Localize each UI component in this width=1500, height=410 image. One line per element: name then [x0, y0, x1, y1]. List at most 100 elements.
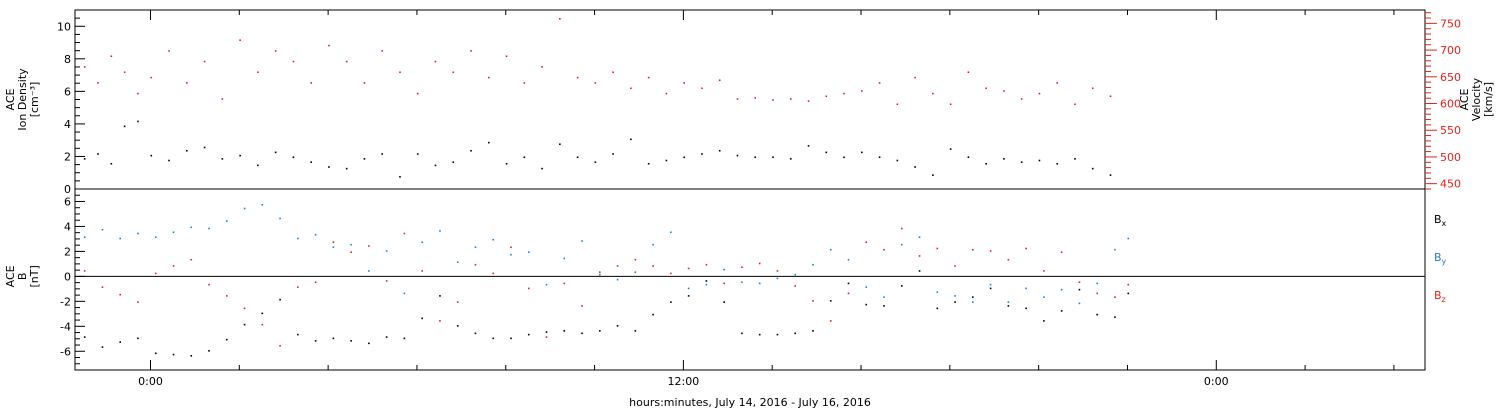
data-point: [736, 154, 739, 157]
velocity-axis-title: ACEVelocity[km/s]: [1458, 77, 1495, 121]
data-point: [123, 125, 126, 128]
data-point: [741, 332, 743, 335]
data-point: [1003, 90, 1005, 92]
field-axis-title-line: [nT]: [28, 265, 41, 287]
data-point: [239, 154, 241, 157]
data-point: [581, 305, 583, 307]
data-point: [616, 265, 619, 267]
y-right-tick-label: 700: [1440, 44, 1461, 57]
data-point: [683, 82, 685, 84]
data-point: [261, 203, 264, 206]
data-point: [829, 248, 832, 251]
data-point: [487, 76, 490, 79]
data-point: [1056, 82, 1059, 84]
data-point: [634, 258, 637, 261]
data-point: [368, 270, 370, 272]
data-point: [505, 55, 508, 58]
data-point: [847, 258, 850, 261]
data-point: [456, 261, 459, 263]
axis-labels: 0:00 12:00 0:00 0 2 4 6 8 10 450 500 550 600 650 700 75…: [4, 17, 1495, 388]
data-point: [83, 236, 86, 239]
data-point: [421, 270, 423, 272]
data-point: [652, 265, 654, 267]
data-point: [208, 350, 210, 352]
data-point: [594, 82, 597, 84]
legend-subscript: x: [1442, 219, 1447, 228]
data-point: [736, 98, 739, 100]
data-point: [439, 295, 441, 297]
field-axis-title-line: B: [16, 273, 29, 281]
data-point: [776, 270, 779, 272]
data-point: [456, 301, 459, 303]
data-point: [670, 301, 672, 303]
data-point: [936, 247, 939, 250]
data-point: [687, 287, 690, 290]
data-point: [647, 76, 650, 79]
data-point: [154, 272, 157, 275]
data-point: [705, 283, 708, 286]
plot-frame: [74, 9, 1426, 371]
data-point: [563, 330, 566, 332]
data-point: [576, 76, 579, 79]
data-point: [807, 100, 810, 102]
data-point: [399, 175, 401, 178]
data-point: [345, 167, 348, 170]
data-point: [1060, 310, 1063, 312]
data-point: [599, 273, 601, 276]
data-point: [403, 232, 406, 235]
data-point: [110, 162, 113, 165]
data-point: [1114, 248, 1116, 251]
y-left-tick-label: -6: [60, 345, 71, 358]
data-point: [203, 146, 206, 149]
data-point: [1109, 174, 1112, 176]
data-point: [563, 257, 566, 260]
data-point: [1025, 287, 1027, 290]
data-point: [914, 76, 916, 79]
data-point: [723, 301, 725, 303]
data-point: [83, 270, 86, 272]
data-point: [647, 162, 650, 165]
data-point: [1091, 87, 1094, 90]
data-point: [541, 66, 543, 68]
data-point: [789, 158, 792, 160]
data-point: [985, 162, 987, 165]
data-point: [1043, 320, 1045, 322]
data-point: [563, 282, 566, 285]
data-point: [883, 248, 885, 251]
data-point: [1074, 158, 1076, 160]
data-point: [456, 325, 459, 327]
data-point: [150, 76, 153, 79]
data-point: [452, 71, 455, 74]
data-point: [208, 227, 210, 230]
data-point: [239, 39, 241, 41]
data-point: [523, 156, 526, 159]
x-tick-label: 0:00: [138, 375, 163, 388]
data-point: [914, 166, 916, 168]
data-point: [332, 241, 335, 244]
data-point: [243, 323, 246, 326]
data-point: [794, 332, 797, 335]
data-point: [310, 161, 312, 163]
data-point: [1007, 258, 1010, 261]
data-point: [186, 149, 188, 152]
data-point: [967, 156, 970, 159]
data-point: [297, 237, 299, 240]
data-point: [332, 337, 335, 340]
data-point: [861, 90, 863, 92]
data-point: [221, 98, 224, 100]
data-point: [439, 320, 441, 322]
data-point: [1007, 305, 1010, 307]
data-point: [350, 340, 352, 342]
data-point: [559, 18, 561, 20]
data-point: [865, 241, 868, 244]
data-point: [119, 293, 122, 296]
data-point: [1025, 247, 1027, 250]
data-point: [896, 159, 899, 162]
data-point: [1096, 292, 1098, 295]
data-point: [847, 292, 850, 295]
data-point: [1043, 296, 1045, 298]
data-point: [186, 82, 188, 84]
data-point: [754, 97, 757, 99]
data-point: [225, 338, 228, 341]
